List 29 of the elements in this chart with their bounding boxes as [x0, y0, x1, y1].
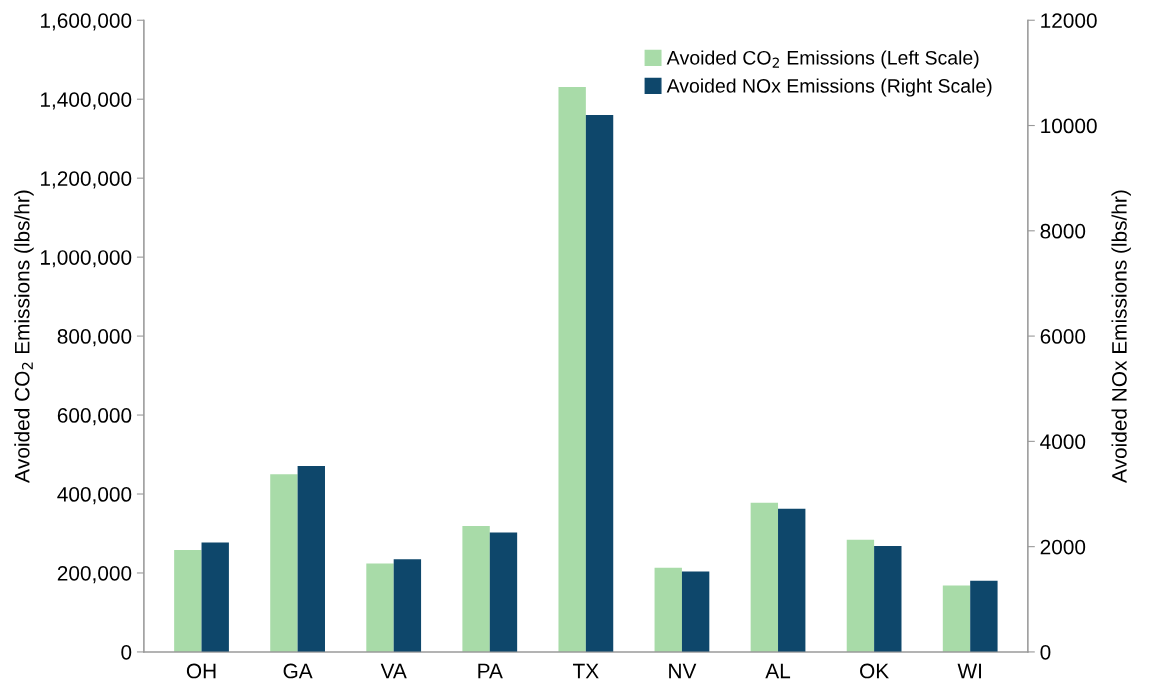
y2-axis-title: Avoided NOx Emissions (lbs/hr) [1111, 190, 1131, 483]
x-tick-label: WI [957, 663, 981, 679]
y2-tick-label: 2000 [1040, 539, 1086, 555]
x-tick-label: VA [380, 663, 407, 679]
legend-label: Avoided NOx Emissions (Right Scale) [666, 78, 992, 97]
y2-tick-label: 4000 [1040, 434, 1086, 450]
y2-tick-label: 10000 [1041, 118, 1097, 134]
y2-tick-label: 12000 [1041, 13, 1097, 28]
x-tick-label: PA [478, 663, 503, 679]
y2-tick-label: 8000 [1040, 223, 1086, 239]
x-tick-label: TX [573, 663, 599, 679]
y-tick-label: 1,000,000 [40, 250, 132, 268]
x-tick-label: AL [765, 663, 791, 679]
y-tick-label: 600,000 [57, 408, 132, 426]
y-tick-label: 400,000 [57, 487, 132, 505]
y-axis-title: Avoided CO$_{2}$ Emissions (lbs/hr) [14, 190, 34, 483]
x-tick-label: NV [669, 663, 697, 679]
y-tick-label: 0 [121, 644, 132, 660]
y-tick-label: 800,000 [57, 329, 132, 347]
y2-tick-label: 6000 [1040, 329, 1086, 344]
x-tick-label: OH [186, 663, 216, 679]
y2-tick-label: 0 [1040, 644, 1051, 660]
x-tick-label: OK [860, 663, 889, 679]
legend-label: Avoided CO$_{2}$ Emissions (Left Scale) [666, 50, 979, 69]
y-tick-label: 1,400,000 [40, 92, 132, 110]
y-tick-label: 1,200,000 [40, 171, 132, 189]
y-tick-label: 200,000 [57, 565, 132, 584]
y-tick-label: 1,600,000 [40, 13, 132, 31]
x-tick-label: GA [283, 663, 313, 679]
